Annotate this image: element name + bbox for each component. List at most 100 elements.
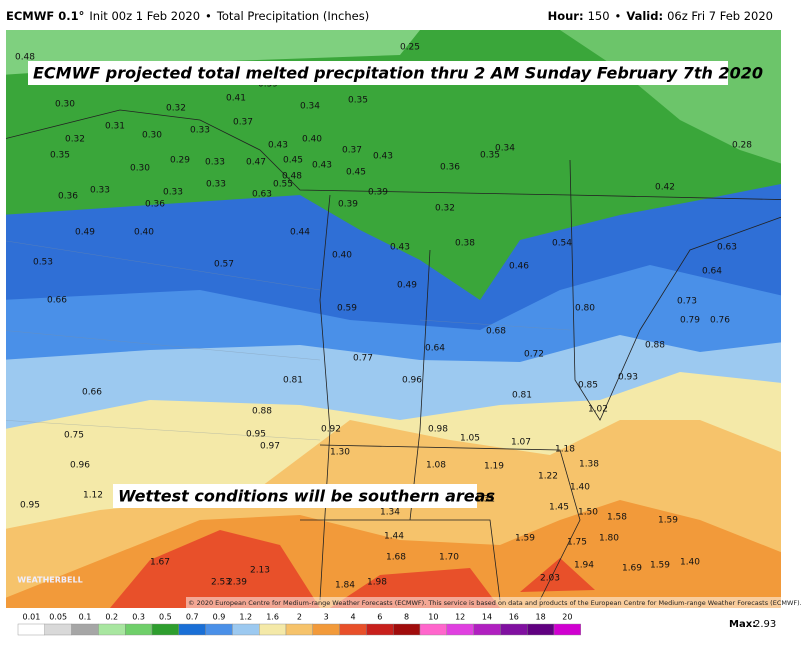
value-label: 0.32	[166, 104, 186, 114]
value-label: 0.40	[302, 135, 322, 145]
colorbar-tick: 1.6	[266, 613, 279, 622]
value-label: 1.30	[330, 448, 350, 458]
value-label: 0.34	[300, 102, 320, 112]
value-label: 0.96	[402, 376, 422, 386]
max-label: Max:	[729, 619, 756, 630]
value-label: 0.93	[618, 373, 638, 383]
value-label: 0.88	[252, 407, 272, 417]
value-label: 1.40	[570, 483, 590, 493]
copyright-box	[186, 597, 781, 608]
colorbar-swatch	[71, 623, 99, 636]
value-label: 0.41	[226, 94, 246, 104]
value-label: 0.55	[273, 180, 293, 190]
value-label: 0.63	[252, 190, 272, 200]
value-label: 1.94	[574, 561, 594, 571]
colorbar-swatch	[312, 623, 340, 636]
value-label: 0.34	[495, 144, 515, 154]
colorbar-swatch	[124, 623, 153, 636]
annotation: ECMWF projected total melted precpitatio…	[33, 64, 763, 83]
value-label: 0.77	[353, 354, 373, 364]
value-label: 0.33	[206, 180, 226, 190]
value-label: 0.95	[246, 430, 266, 440]
border	[300, 444, 581, 601]
border	[569, 159, 781, 421]
run: Init 00z 1 Feb 2020	[89, 9, 200, 23]
value-label: 2.13	[250, 566, 270, 576]
value-label: 0.28	[732, 141, 752, 151]
value-label: 0.48	[15, 53, 35, 63]
value-label: 1.18	[555, 445, 575, 455]
value-label: 0.66	[47, 296, 67, 306]
value-label: 1.22	[538, 472, 558, 482]
value-label: 0.49	[397, 281, 417, 291]
value-label: 1.50	[578, 508, 598, 518]
value-label: 0.37	[342, 146, 362, 156]
value-label: 0.43	[373, 152, 393, 162]
colorbar-tick: 1.2	[239, 613, 252, 622]
colorbar-tick: 10	[428, 613, 438, 622]
value-label: 0.30	[55, 100, 75, 110]
annotation-box	[28, 61, 728, 85]
colorbar-tick: 18	[536, 613, 546, 622]
value-label: 0.43	[312, 161, 332, 171]
value-label: 0.40	[134, 228, 154, 238]
value-label: 0.39	[368, 188, 388, 198]
colorbar-swatch	[446, 623, 474, 636]
value-label: 0.43	[390, 243, 410, 253]
colorbar-tick: 20	[562, 613, 572, 622]
field	[110, 530, 595, 608]
border	[319, 194, 331, 601]
logo: WEATHERBELL	[17, 576, 82, 585]
map: 0.480.250.390.300.320.410.340.350.370.31…	[6, 30, 801, 608]
colorbar-swatch	[285, 623, 313, 636]
colorbar-tick: 16	[509, 613, 519, 622]
value-label: 0.79	[680, 316, 700, 326]
value-label: 0.81	[283, 376, 303, 386]
value-label: 0.40	[332, 251, 352, 261]
value-label: 0.33	[190, 126, 210, 136]
colorbar-swatch	[232, 623, 260, 636]
colorbar-tick: 0.01	[22, 613, 40, 622]
value-label: 1.70	[439, 553, 459, 563]
colorbar-tick: 0.9	[213, 613, 226, 622]
border	[6, 109, 781, 200]
value-label: 0.98	[428, 425, 448, 435]
value-label: 0.81	[512, 391, 532, 401]
colorbar-tick: 2	[297, 613, 302, 622]
value-label: 0.36	[440, 163, 460, 173]
colorbar-tick: 0.1	[79, 613, 92, 622]
value-label: 1.08	[426, 461, 446, 471]
value-label: 1.84	[335, 581, 355, 591]
valid: 06z Fri 7 Feb 2020	[667, 9, 773, 23]
colorbar-swatch	[500, 623, 528, 636]
colorbar-swatch	[473, 623, 501, 636]
value-label: 0.64	[702, 267, 722, 277]
value-label: 0.33	[205, 158, 225, 168]
value-label: 0.57	[214, 260, 234, 270]
value-label: 0.66	[82, 388, 102, 398]
value-label: 0.43	[268, 141, 288, 151]
value-label: 0.64	[425, 344, 445, 354]
value-label: 1.68	[386, 553, 406, 563]
county-line	[6, 240, 571, 441]
model: ECMWF 0.1°	[6, 9, 84, 23]
value-label: 1.98	[367, 578, 387, 588]
value-label: 0.80	[575, 304, 595, 314]
colorbar-swatch	[44, 623, 72, 636]
value-label: 0.75	[64, 431, 84, 441]
value-label: 0.35	[348, 96, 368, 106]
value-label: 0.73	[677, 297, 697, 307]
hour: 150	[588, 9, 610, 23]
value-label: 0.29	[170, 156, 190, 166]
value-label: 0.63	[717, 243, 737, 253]
value-label: 0.38	[455, 239, 475, 249]
value-label: 0.88	[645, 341, 665, 351]
value-label: 0.48	[282, 172, 302, 182]
product: Total Precipitation (Inches)	[216, 9, 369, 23]
value-label: 1.59	[515, 534, 535, 544]
value-label: 0.33	[90, 186, 110, 196]
value-label: 0.32	[65, 135, 85, 145]
copyright: © 2020 European Centre for Medium-range …	[188, 599, 801, 607]
value-label: 1.02	[588, 405, 608, 415]
value-label: 0.36	[58, 192, 78, 202]
